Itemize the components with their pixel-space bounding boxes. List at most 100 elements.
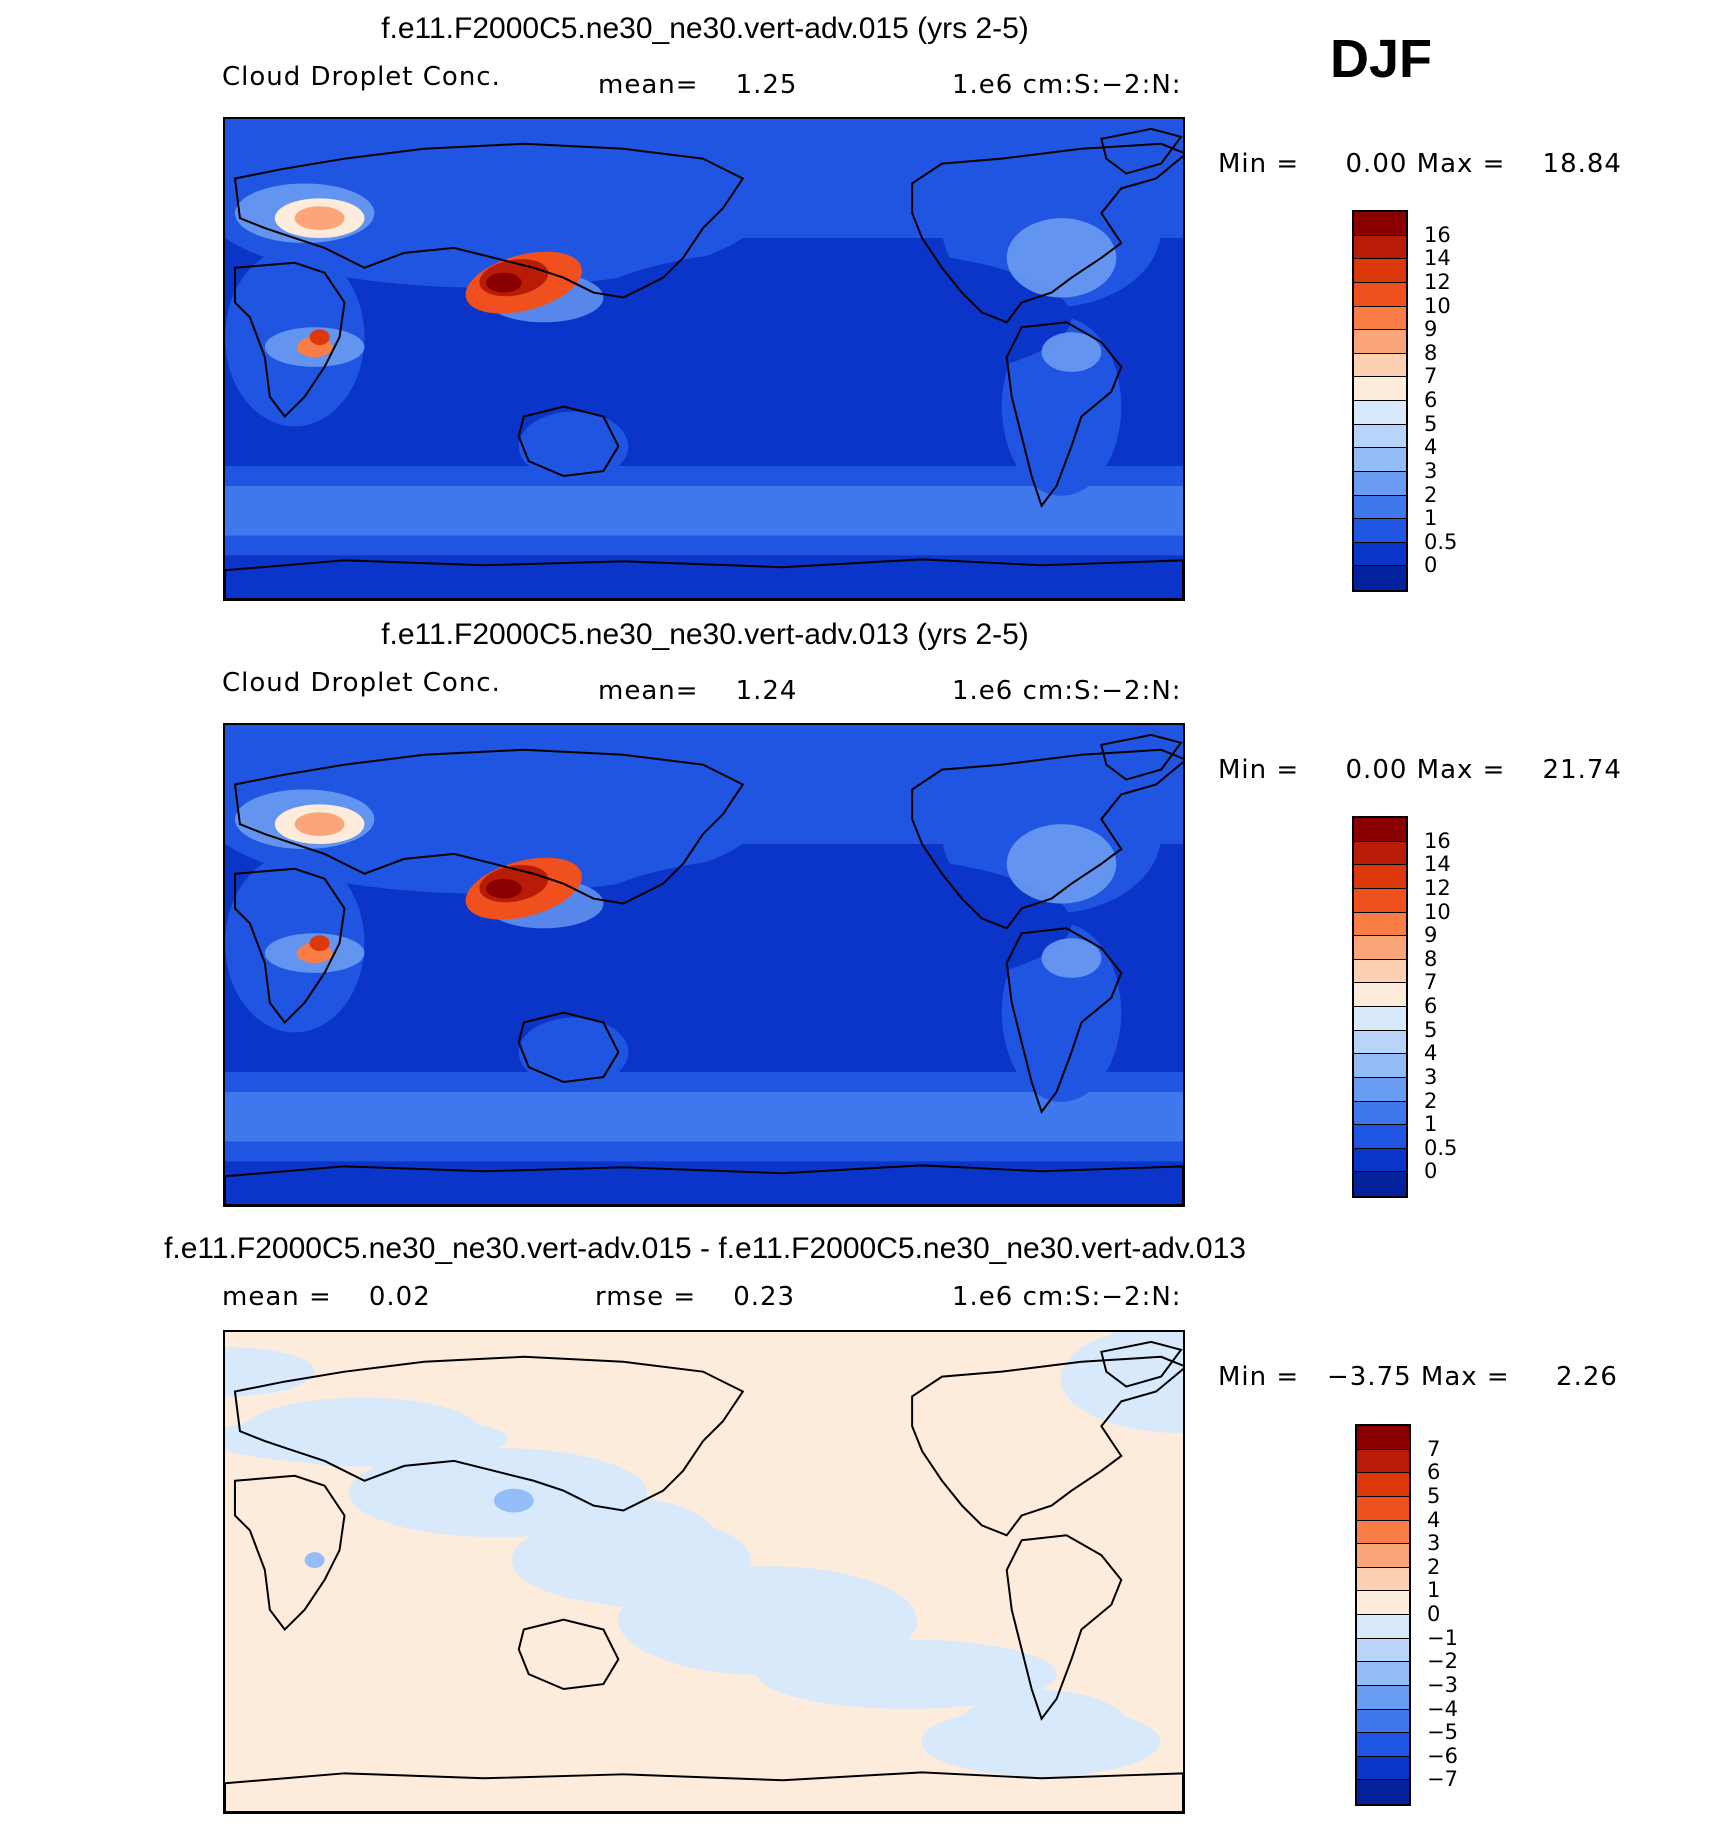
field-contour — [1041, 938, 1102, 978]
field-band — [225, 1091, 1183, 1142]
coastline — [233, 261, 346, 419]
panel-1-units-label: 1.e6 cm:S:−2:N: — [952, 70, 1182, 100]
coastline — [1005, 927, 1123, 1114]
colorbar-tick-label: 0.5 — [1424, 1135, 1458, 1160]
colorbar-segment — [1357, 1449, 1409, 1474]
colorbar-segment — [1354, 353, 1406, 378]
colorbar-segment — [1354, 306, 1406, 331]
colorbar-tick-label: 16 — [1424, 828, 1451, 853]
panel-2-map — [223, 723, 1185, 1207]
panel-1-minmax: Min = 0.00 Max = 18.84 — [1218, 149, 1622, 179]
field-contour — [225, 128, 763, 288]
colorbar-segment — [1357, 1756, 1409, 1781]
field-contour — [485, 272, 522, 293]
colorbar-tick-label: 8 — [1424, 340, 1438, 365]
colorbar-tick-label: 7 — [1424, 970, 1438, 995]
field-contour — [573, 853, 1072, 993]
colorbar-segment — [1354, 1172, 1406, 1196]
panel-1-map — [223, 117, 1185, 601]
panel-3-mean-label: mean = 0.02 — [222, 1282, 431, 1312]
coastline — [233, 142, 745, 299]
colorbar-tick-label: 3 — [1424, 458, 1438, 483]
colorbar-tick-label: 2 — [1427, 1554, 1441, 1579]
field-contour — [1041, 332, 1102, 372]
colorbar-segment — [1357, 1733, 1409, 1757]
season-label: DJF — [1330, 29, 1433, 89]
colorbar-segment — [1357, 1544, 1409, 1568]
colorbar-tick-label: 6 — [1424, 388, 1438, 412]
coastline — [225, 558, 1183, 599]
colorbar-segment — [1354, 424, 1406, 449]
field-band — [225, 485, 1183, 536]
coastline — [517, 1011, 620, 1084]
field-contour — [309, 935, 330, 952]
colorbar-tick-label: 12 — [1424, 269, 1451, 294]
colorbar-tick-label: 1 — [1424, 506, 1438, 531]
colorbar-tick-label: 3 — [1427, 1531, 1441, 1556]
colorbar-segment — [1354, 377, 1406, 401]
panel-2-minmax: Min = 0.00 Max = 21.74 — [1218, 755, 1622, 785]
coastline — [1005, 1534, 1123, 1721]
colorbar-segment — [1354, 212, 1406, 236]
colorbar-tick-label: 9 — [1424, 923, 1438, 948]
colorbar-tick-label: 1 — [1427, 1578, 1441, 1603]
coastline — [233, 867, 346, 1025]
map-field-svg — [225, 725, 1183, 1205]
colorbar-segment — [1357, 1426, 1409, 1450]
colorbar-segment — [1354, 401, 1406, 425]
panel-3-title: f.e11.F2000C5.ne30_ne30.vert-adv.015 - f… — [164, 1232, 1246, 1265]
panel-1-colorbar — [1352, 210, 1408, 592]
field-contour — [225, 1346, 315, 1397]
colorbar-tick-label: −6 — [1427, 1743, 1458, 1768]
colorbar-tick-label: 0 — [1424, 553, 1438, 578]
colorbar-segment — [1354, 495, 1406, 520]
colorbar-tick-label: 5 — [1424, 1017, 1438, 1042]
colorbar-tick-label: 7 — [1424, 364, 1438, 389]
colorbar-tick-label: 9 — [1424, 317, 1438, 342]
panel-2-colorbar — [1352, 816, 1408, 1198]
colorbar-tick-label: −5 — [1427, 1720, 1458, 1745]
colorbar-segment — [1354, 566, 1406, 590]
coastline — [517, 405, 620, 478]
panel-3-rmse-label: rmse = 0.23 — [595, 1282, 796, 1312]
colorbar-tick-label: −2 — [1427, 1649, 1458, 1674]
colorbar-tick-label: −3 — [1427, 1672, 1458, 1697]
colorbar-segment — [1354, 865, 1406, 889]
colorbar-segment — [1354, 471, 1406, 496]
colorbar-tick-label: 14 — [1424, 246, 1451, 271]
colorbar-segment — [1354, 542, 1406, 567]
field-contour — [921, 1706, 1161, 1777]
colorbar-tick-label: 5 — [1424, 411, 1438, 436]
coastline — [225, 1164, 1183, 1205]
colorbar-segment — [1354, 1007, 1406, 1031]
field-contour — [1006, 824, 1117, 904]
colorbar-segment — [1354, 841, 1406, 866]
colorbar-segment — [1354, 983, 1406, 1007]
field-contour — [493, 1488, 534, 1513]
colorbar-segment — [1354, 1125, 1406, 1149]
colorbar-segment — [1357, 1473, 1409, 1497]
colorbar-tick-label: −7 — [1427, 1767, 1458, 1792]
colorbar-tick-label: 4 — [1424, 435, 1438, 460]
coastline — [225, 1771, 1183, 1812]
colorbar-tick-label: −1 — [1427, 1625, 1458, 1650]
coastline — [1100, 733, 1183, 781]
field-contour — [309, 329, 330, 346]
panel-3-colorbar — [1355, 1424, 1411, 1806]
panel-2-units-label: 1.e6 cm:S:−2:N: — [952, 676, 1182, 706]
colorbar-segment — [1354, 1077, 1406, 1102]
field-contour — [294, 206, 345, 231]
colorbar-segment — [1357, 1709, 1409, 1734]
colorbar-segment — [1357, 1615, 1409, 1639]
colorbar-tick-label: −4 — [1427, 1696, 1458, 1721]
colorbar-segment — [1354, 912, 1406, 937]
colorbar-segment — [1354, 519, 1406, 543]
colorbar-segment — [1354, 1101, 1406, 1126]
field-contour — [618, 1566, 918, 1676]
colorbar-segment — [1357, 1780, 1409, 1804]
colorbar-segment — [1357, 1591, 1409, 1615]
colorbar-segment — [1354, 235, 1406, 260]
coastline — [911, 142, 1183, 324]
field-contour — [518, 1017, 629, 1087]
colorbar-segment — [1354, 818, 1406, 842]
